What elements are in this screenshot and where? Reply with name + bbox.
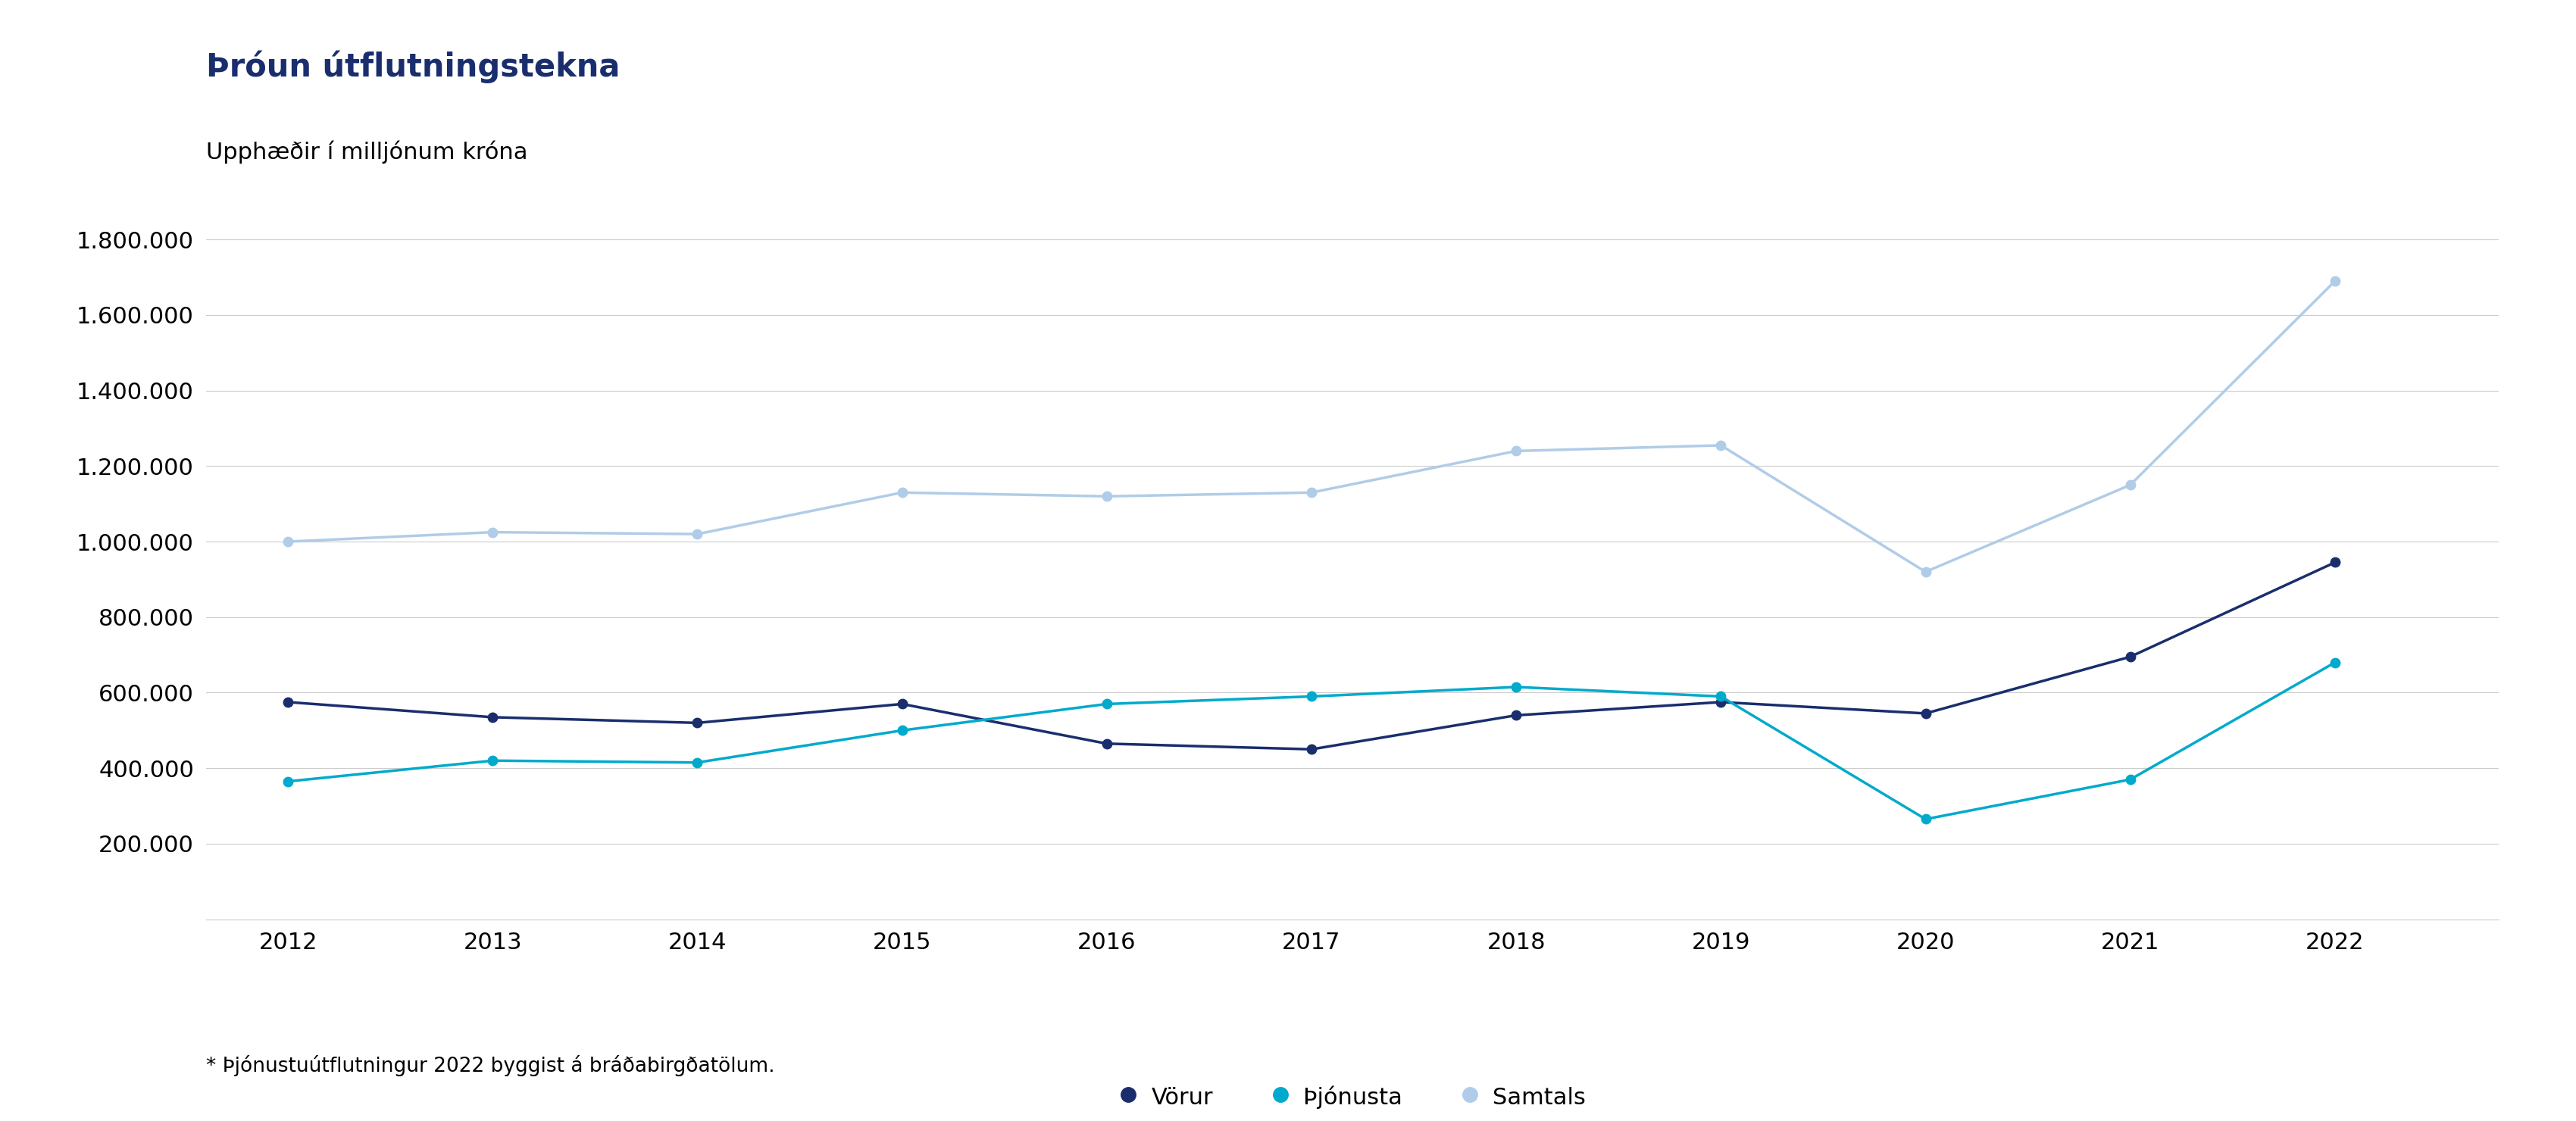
Line: Samtals: Samtals — [283, 277, 2339, 576]
Þjjónusta — [1092, 697, 1123, 711]
Legend: Vörur, Þjónusta, Samtals: Vörur, Þjónusta, Samtals — [1118, 1085, 1587, 1109]
Vörur — [2115, 650, 2146, 664]
Þjjónusta — [1502, 680, 1533, 694]
Samtals — [2115, 479, 2146, 492]
Þjjónusta — [273, 775, 304, 788]
Line: Þjjónusta: Þjjónusta — [283, 658, 2339, 824]
Samtals — [2318, 275, 2349, 288]
Þjjónusta — [886, 724, 917, 738]
Þjjónusta — [1296, 689, 1327, 703]
Samtals — [683, 527, 714, 540]
Þjjónusta — [1909, 813, 1942, 826]
Vörur — [1909, 706, 1942, 720]
Þjjónusta — [2115, 772, 2146, 786]
Samtals — [886, 485, 917, 499]
Line: Vörur: Vörur — [283, 557, 2339, 754]
Vörur — [1296, 742, 1327, 756]
Vörur — [1092, 736, 1123, 750]
Text: Þróun útflutningstekna: Þróun útflutningstekna — [206, 50, 621, 83]
Vörur — [1705, 695, 1736, 708]
Samtals — [1092, 490, 1123, 503]
Text: * Þjónustuútflutningur 2022 byggist á bráðabirgðatölum.: * Þjónustuútflutningur 2022 byggist á br… — [206, 1055, 775, 1076]
Samtals — [1502, 444, 1533, 457]
Samtals — [1705, 438, 1736, 452]
Vörur — [273, 695, 304, 708]
Samtals — [1909, 565, 1942, 578]
Vörur — [683, 716, 714, 730]
Vörur — [1502, 708, 1533, 722]
Samtals — [1296, 485, 1327, 499]
Samtals — [477, 526, 507, 539]
Vörur — [477, 711, 507, 724]
Vörur — [886, 697, 917, 711]
Þjjónusta — [2318, 656, 2349, 669]
Þjjónusta — [683, 756, 714, 769]
Samtals — [273, 535, 304, 548]
Vörur — [2318, 556, 2349, 569]
Text: Upphæðir í milljónum króna: Upphæðir í milljónum króna — [206, 140, 528, 164]
Þjjónusta — [1705, 689, 1736, 703]
Þjjónusta — [477, 754, 507, 768]
